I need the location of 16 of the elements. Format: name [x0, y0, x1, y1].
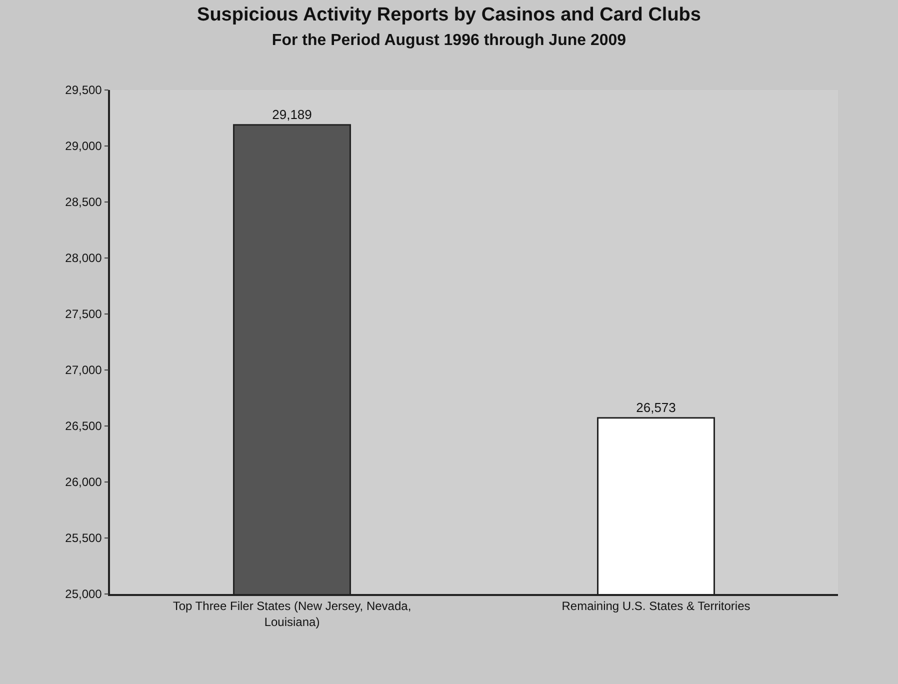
y-tick-label: 28,500	[65, 195, 102, 210]
data-label: 29,189	[272, 106, 312, 122]
y-tick-label: 26,000	[65, 475, 102, 490]
y-tick-label: 25,000	[65, 587, 102, 602]
chart-subtitle: For the Period August 1996 through June 2009	[272, 32, 626, 50]
x-tick-label: Remaining U.S. States & Territories	[562, 599, 750, 614]
x-tick-label: Top Three Filer States (New Jersey, Nevada, Louisiana)	[172, 599, 412, 629]
data-label: 26,573	[636, 400, 676, 415]
y-tick-label: 27,000	[65, 363, 102, 378]
y-tick-label: 29,000	[65, 139, 102, 154]
y-tick-label: 26,500	[65, 419, 102, 434]
y-tick-label: 27,500	[65, 307, 102, 322]
y-tick-label: 29,500	[65, 83, 102, 98]
y-tick-label: 28,000	[65, 251, 102, 266]
chart-title: Suspicious Activity Reports by Casinos and Card Clubs	[197, 4, 701, 26]
y-tick-label: 25,500	[65, 531, 102, 546]
